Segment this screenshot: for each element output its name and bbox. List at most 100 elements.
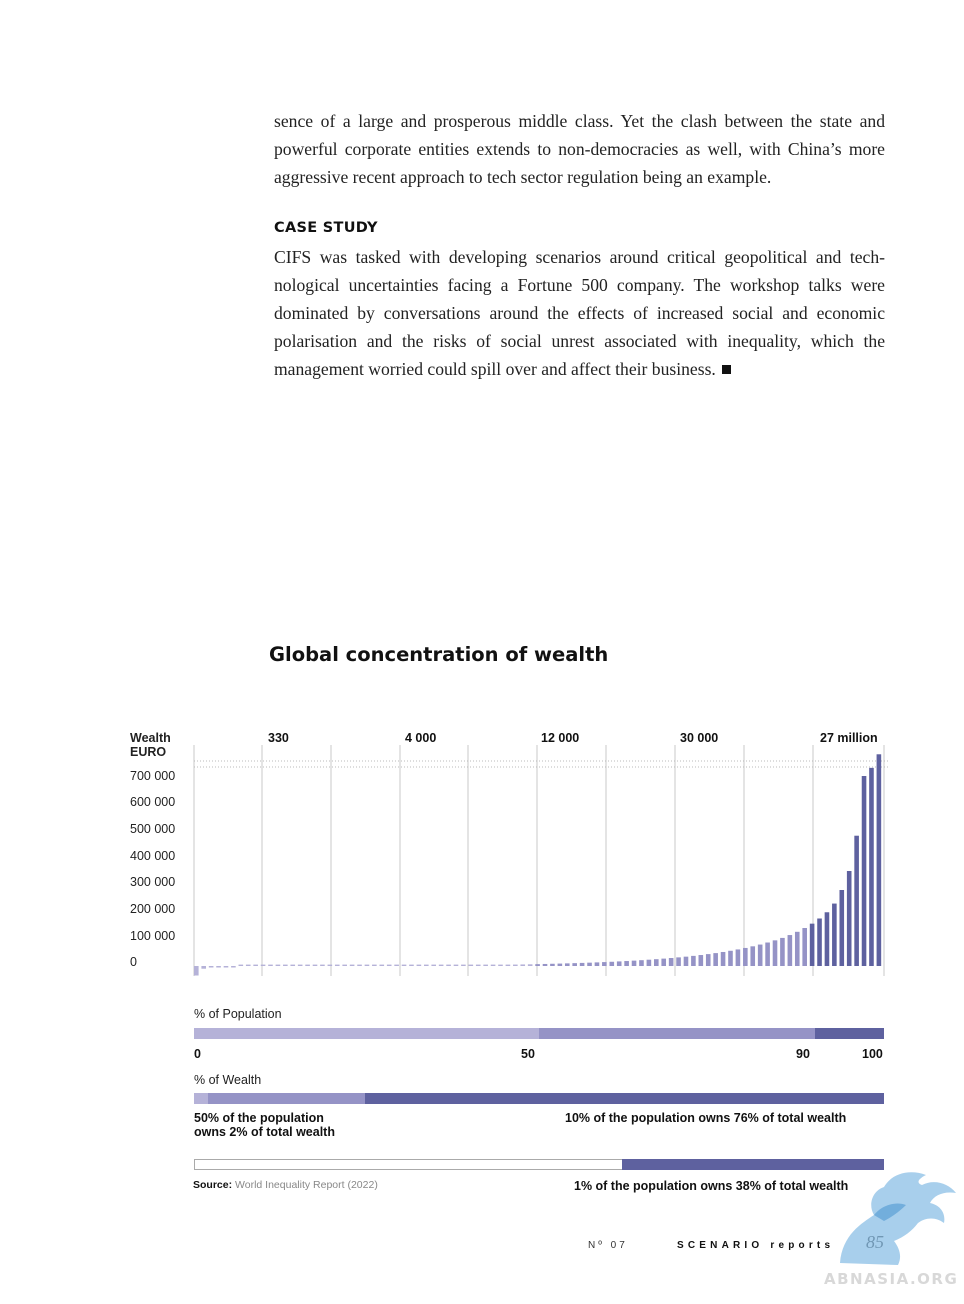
population-tick-label: 90 [796, 1047, 810, 1061]
y-tick-label: 300 000 [130, 875, 176, 889]
wealth-bar-mark [297, 964, 303, 966]
wealth-bar-mark [357, 964, 362, 966]
wealth-bar-mark [631, 960, 637, 966]
wealth-bar-mark [260, 964, 266, 966]
wealth-bar-mark [861, 776, 867, 966]
wealth-bar-mark [201, 966, 207, 969]
wealth-bar-mark [735, 949, 741, 966]
source-line: Source: World Inequality Report (2022) [193, 1179, 378, 1191]
wealth-bar-mark [668, 958, 674, 966]
wealth-bar-mark [654, 959, 659, 966]
y-tick-label: 0 [130, 955, 137, 969]
wealth-bar-mark [876, 754, 882, 966]
y-axis-label-wealth: Wealth [130, 731, 171, 745]
wealth-bar-mark [743, 947, 748, 966]
wealth-bar-mark [216, 966, 221, 968]
wealth-bar-mark [401, 964, 407, 966]
wealth-segment [207, 1093, 365, 1104]
wealth-bar-mark [535, 964, 540, 966]
percentile-wealth-label: 4 000 [405, 731, 437, 745]
bottom50-note-line2: owns 2% of total wealth [194, 1125, 335, 1139]
wealth-bar-mark [498, 964, 503, 966]
wealth-bar-mark [438, 964, 444, 966]
wealth-bar-mark [809, 923, 815, 966]
percentile-wealth-label: 330 [268, 731, 289, 745]
wealth-bar-mark [520, 964, 526, 966]
wealth-bar-mark [705, 954, 711, 966]
wealth-bar-mark [772, 940, 778, 966]
wealth-bar-mark [676, 957, 681, 966]
wealth-bar-mark [453, 964, 459, 966]
y-axis-label-euro: EURO [130, 745, 167, 759]
top1-bar-fill [621, 1159, 884, 1170]
y-tick-label: 700 000 [130, 769, 176, 783]
body-paragraph-1: sence of a large and prosperous middle c… [274, 111, 885, 187]
wealth-bar-mark [609, 961, 615, 966]
wealth-bar-label: % of Wealth [194, 1073, 262, 1087]
wealth-bar-mark [231, 966, 236, 968]
wealth-bar-mark [683, 956, 689, 966]
wealth-bar-mark [832, 903, 837, 966]
wealth-bar-mark [245, 964, 251, 966]
wealth-bar-mark [846, 871, 852, 966]
wealth-bar-mark [342, 964, 347, 966]
population-tick-label: 100 [862, 1047, 883, 1061]
wealth-bar-mark [728, 950, 733, 966]
population-tick-label: 50 [521, 1047, 535, 1061]
top10-note: 10% of the population owns 76% of total … [565, 1111, 847, 1125]
case-study-heading: CASE STUDY [274, 220, 378, 236]
wealth-bar-mark [475, 964, 481, 966]
wealth-bar-mark [305, 964, 310, 966]
wealth-bar-mark [579, 962, 585, 966]
wealth-bar-mark [713, 953, 718, 966]
wealth-bar-mark [542, 963, 548, 966]
wealth-segment [194, 1093, 208, 1104]
chart-title: Global concentration of wealth [269, 643, 609, 666]
population-segment [194, 1028, 539, 1039]
wealth-bar-mark [379, 964, 385, 966]
y-tick-label: 500 000 [130, 822, 176, 836]
wealth-bar-mark [869, 767, 874, 966]
wealth-segment [364, 1093, 884, 1104]
wealth-bar-mark [312, 964, 318, 966]
wealth-bar-mark [572, 963, 577, 966]
wealth-bar-mark [483, 964, 488, 966]
wealth-bar-mark [616, 961, 622, 966]
wealth-bar-mark [409, 964, 414, 966]
issue-number: Nº 07 [588, 1240, 628, 1251]
wealth-bar-mark [334, 964, 340, 966]
population-segment [815, 1028, 884, 1039]
source-text: World Inequality Report (2022) [235, 1179, 378, 1191]
wealth-bar-mark [490, 964, 496, 966]
wealth-bar-mark [208, 966, 214, 968]
wealth-bar-mark [691, 955, 696, 966]
source-label: Source: [193, 1179, 233, 1191]
wealth-bar-mark [854, 835, 859, 966]
wealth-bar-mark [431, 964, 437, 966]
percentile-wealth-label: 12 000 [541, 731, 580, 745]
end-mark-icon [721, 365, 731, 374]
wealth-bar-mark [275, 964, 281, 966]
wealth-bar-mark [194, 966, 199, 976]
wealth-bar-mark [513, 964, 518, 966]
body-paragraph-2: CIFS was tasked with developing scenario… [274, 243, 885, 383]
population-segment [539, 1028, 815, 1039]
wealth-bar-mark [283, 964, 288, 966]
y-tick-label: 100 000 [130, 929, 176, 943]
wealth-bar-mark [550, 963, 555, 966]
wealth-bar-mark [424, 964, 429, 966]
wealth-bar-mark [394, 964, 399, 966]
population-tick-label: 0 [194, 1047, 201, 1061]
wealth-bar-mark [557, 963, 563, 966]
y-tick-label: 600 000 [130, 795, 176, 809]
wealth-bar-mark [587, 962, 592, 966]
griffin-watermark-icon [840, 1172, 956, 1265]
wealth-bar-mark [349, 964, 355, 966]
bottom50-note-line1: 50% of the population [194, 1111, 324, 1125]
wealth-bar-mark [602, 962, 607, 966]
wealth-bar-mark [824, 912, 830, 966]
wealth-bar-mark [461, 964, 466, 966]
y-tick-label: 200 000 [130, 902, 176, 916]
case-study-text: CIFS was tasked with developing scenario… [274, 247, 885, 379]
